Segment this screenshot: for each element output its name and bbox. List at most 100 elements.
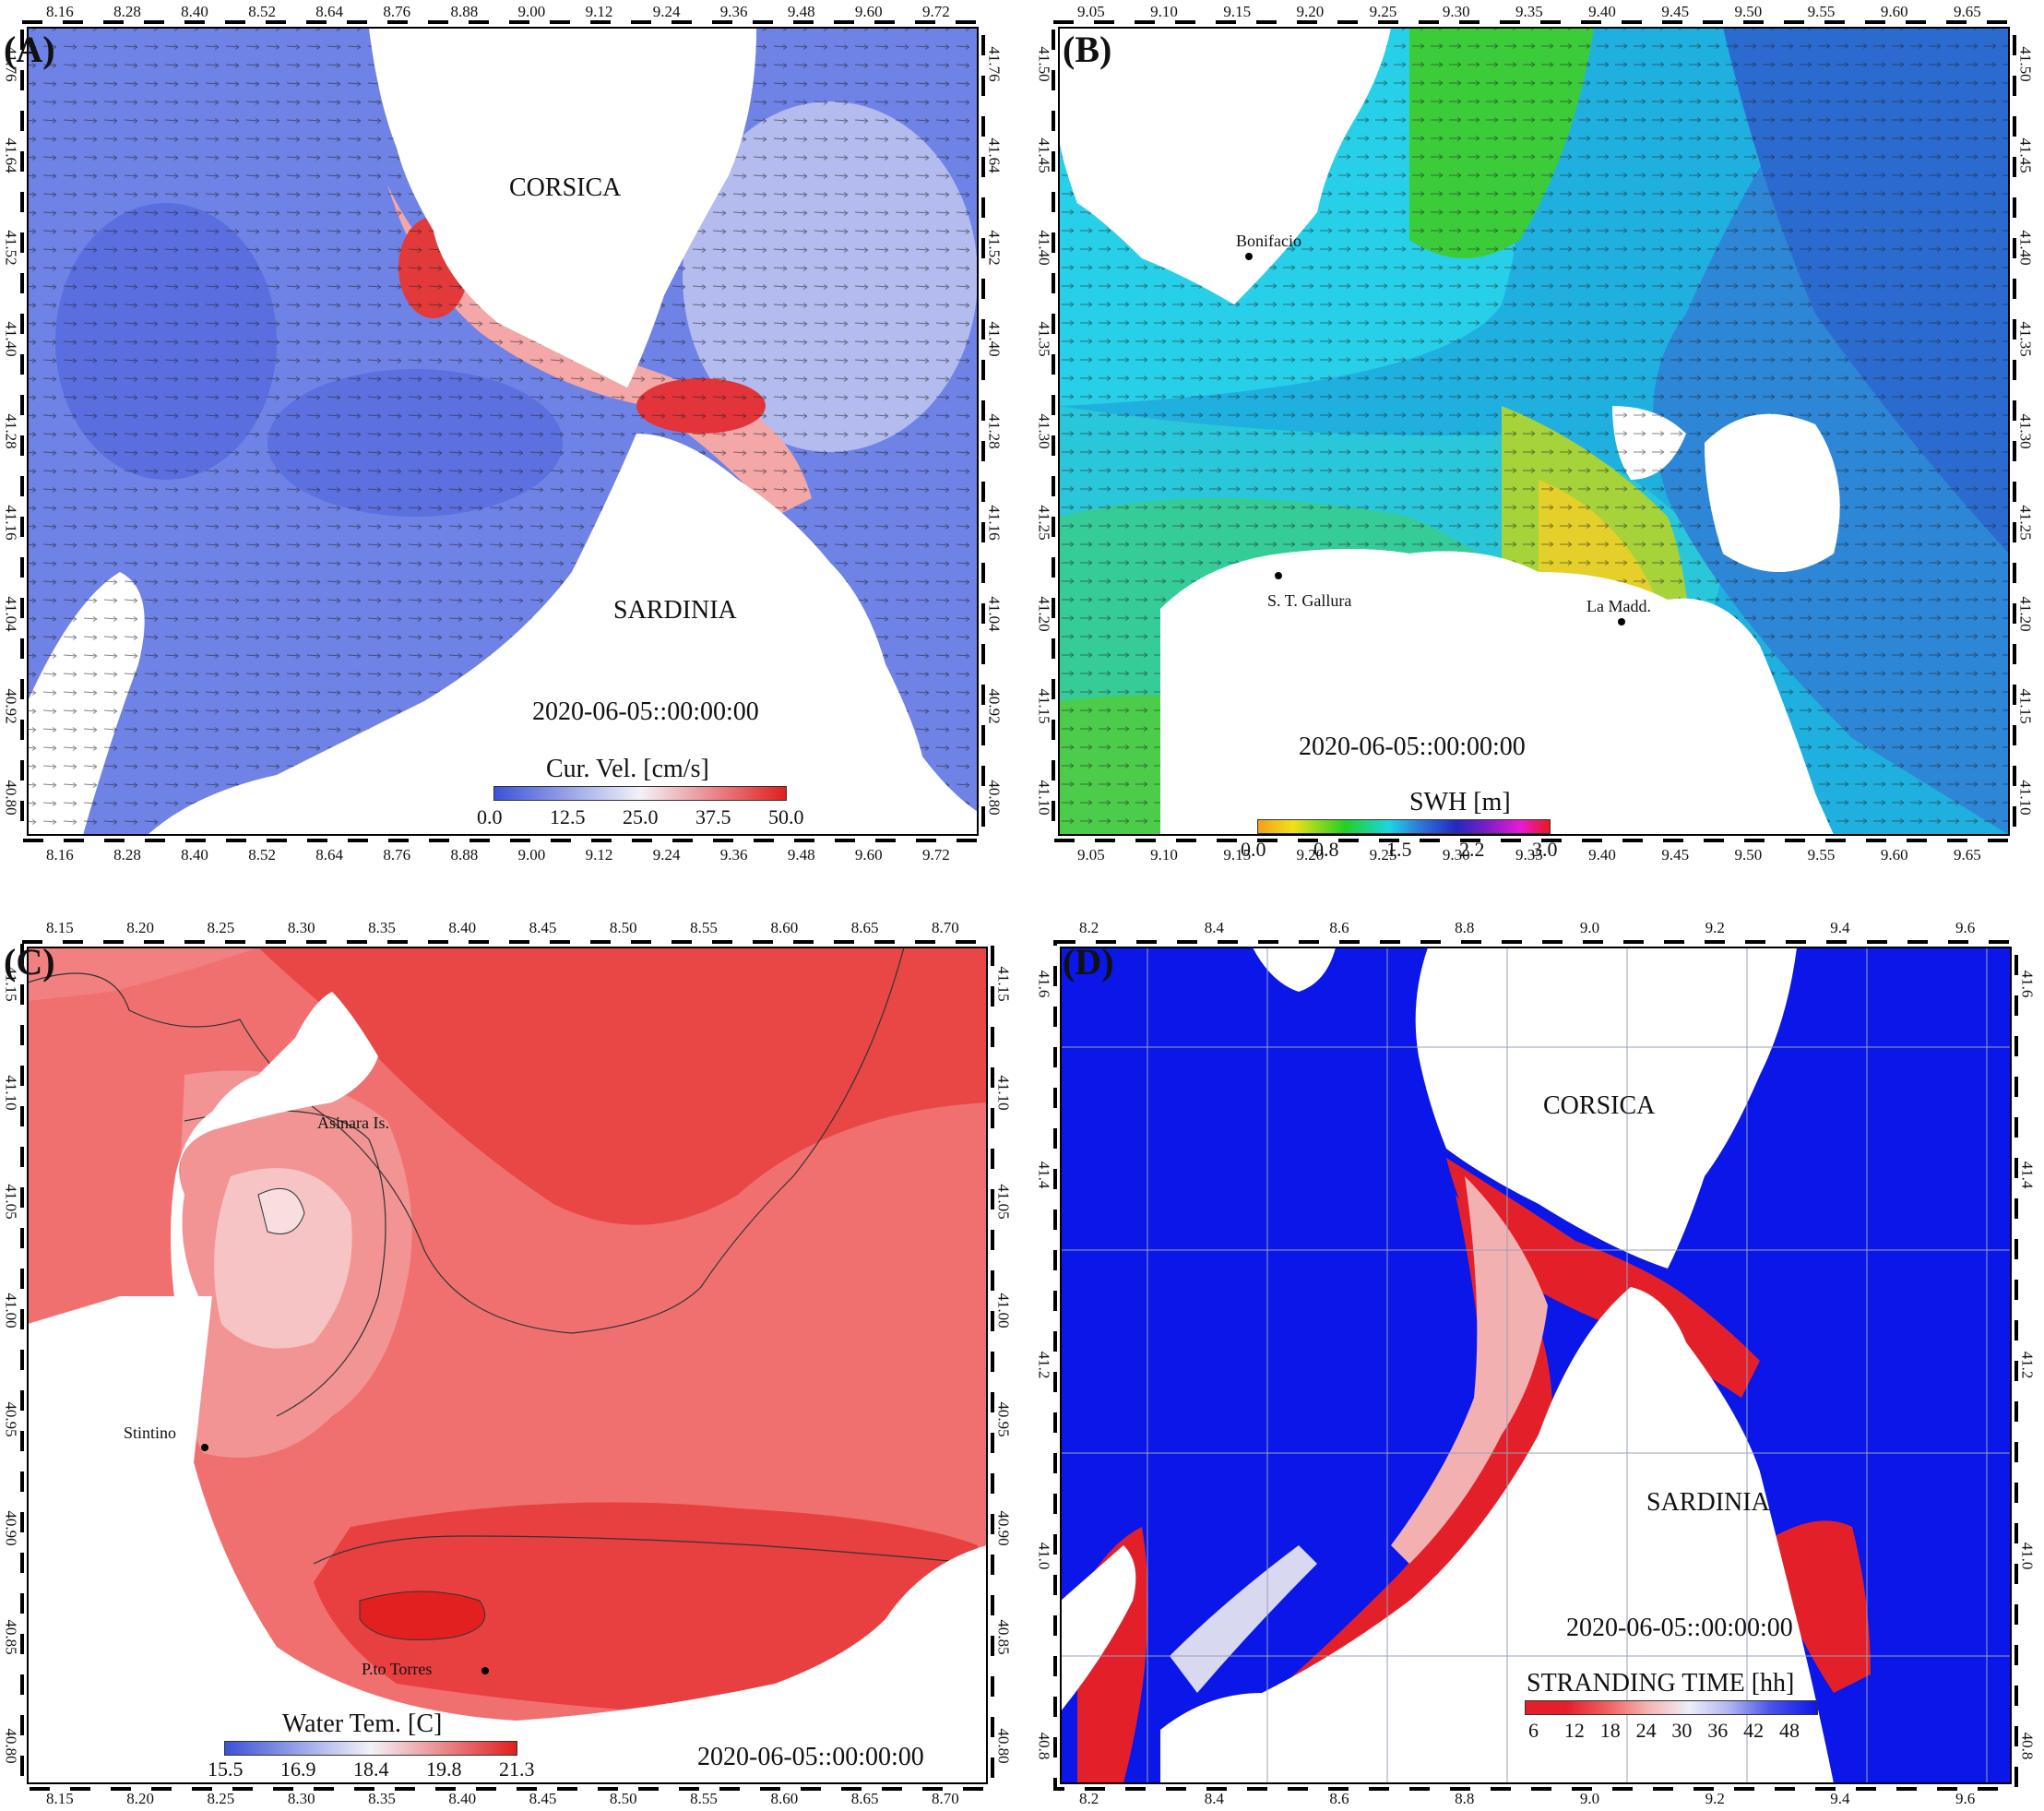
- right-tick-label: 41.4: [2018, 1161, 2037, 1188]
- colorbar-tick-label: 0.0: [477, 805, 503, 828]
- colorbar-tick-label: 15.5: [208, 1757, 244, 1781]
- top-tick-label: 8.45: [529, 919, 557, 936]
- left-tick-label: 41.64: [2, 137, 20, 173]
- left-tick-label: 41.40: [1035, 230, 1053, 266]
- top-tick-label: 8.28: [113, 3, 141, 20]
- bottom-tick-label: 8.20: [126, 1790, 155, 1807]
- colorbar: [1525, 1700, 1818, 1715]
- colorbar: [493, 786, 787, 801]
- left-tick-label: 40.8: [1035, 1732, 1053, 1760]
- colorbar-tick-label: 6: [1528, 1719, 1539, 1742]
- right-tick-label: 41.10: [2016, 780, 2035, 816]
- colorbar-tick-label: 24: [1635, 1719, 1657, 1742]
- panel-c-water-temperature: (C) 8.15 8.20 8.25 8.30 8.35 8.40 8.45 8.50 8.55…: [0, 900, 1013, 1811]
- top-tick-label: 9.15: [1223, 3, 1252, 20]
- right-tick-label: 40.90: [994, 1510, 1013, 1546]
- town-marker: [481, 1667, 489, 1674]
- bottom-tick-label: 8.88: [450, 846, 479, 864]
- left-tick-label: 41.4: [1035, 1161, 1053, 1188]
- top-tick-label: 8.76: [383, 3, 411, 20]
- left-tick-label: 40.95: [2, 1401, 20, 1437]
- left-tick-label: 41.35: [1035, 321, 1053, 357]
- date-label: 2020-06-05::00:00:00: [532, 697, 759, 726]
- bottom-tick-label: 8.65: [850, 1790, 879, 1807]
- place-label: S. T. Gallura: [1267, 591, 1352, 610]
- bottom-tick-label: 8.64: [315, 846, 344, 864]
- left-tick-label: 41.45: [1035, 137, 1053, 173]
- date-label: 2020-06-05::00:00:00: [697, 1743, 924, 1771]
- colorbar-tick-label: 0.8: [1313, 838, 1339, 861]
- top-tick-label: 8.65: [850, 919, 879, 936]
- bottom-tick-label: 8.40: [181, 846, 208, 864]
- top-tick-label: 8.70: [932, 919, 959, 936]
- colorbar-tick-label: 16.9: [280, 1757, 316, 1781]
- left-tick-label: 40.80: [2, 1728, 20, 1764]
- bottom-tick-label: 8.35: [368, 1790, 396, 1807]
- top-tick-label: 8.8: [1455, 919, 1475, 936]
- top-tick-label: 9.65: [1954, 3, 1981, 20]
- bottom-tick-label: 8.16: [46, 846, 74, 864]
- top-tick-label: 9.60: [1880, 3, 1908, 20]
- bottom-tick-label: 8.25: [207, 1790, 235, 1807]
- colorbar-tick-label: 0.0: [1241, 838, 1266, 861]
- top-tick-label: 8.6: [1329, 919, 1349, 936]
- colorbar-tick-label: 42: [1743, 1719, 1765, 1742]
- corsica-land: [1415, 947, 1797, 1269]
- bottom-tick-label: 9.00: [517, 846, 546, 864]
- left-tick-label: 41.16: [2, 505, 20, 541]
- top-tick-label: 8.40: [448, 919, 477, 936]
- top-tick-label: 8.60: [770, 919, 799, 936]
- colorbar-ticks: 0.0 0.8 1.5 2.2 3.0: [1241, 838, 1558, 862]
- top-tick-label: 8.4: [1204, 919, 1224, 936]
- panel-d-map: [1053, 940, 2018, 1791]
- bottom-tick-label: 9.25: [1369, 846, 1397, 864]
- colorbar-tick-label: 3.0: [1532, 838, 1558, 861]
- cool-water-zone: [214, 1168, 352, 1349]
- bottom-tick-label: 9.05: [1077, 846, 1105, 864]
- top-tick-label: 9.60: [854, 3, 883, 20]
- bottom-tick-label: 9.72: [922, 846, 950, 864]
- right-tick-label: 41.40: [2016, 230, 2035, 266]
- left-tick-label: 40.85: [2, 1619, 20, 1655]
- bottom-tick-label: 8.76: [383, 846, 411, 864]
- bottom-tick-label: 8.6: [1329, 1790, 1349, 1807]
- colorbar-tick-label: 19.8: [426, 1757, 462, 1781]
- right-tick-label: 41.50: [2016, 46, 2035, 82]
- colorbar-tick-label: 37.5: [695, 805, 731, 828]
- bottom-tick-label: 9.15: [1223, 846, 1252, 864]
- colorbar-title: Water Tem. [C]: [282, 1710, 443, 1738]
- colorbar-tick-label: 18: [1599, 1719, 1621, 1742]
- bottom-tick-label: 9.12: [585, 846, 613, 864]
- place-label: La Madd.: [1586, 597, 1651, 615]
- top-tick-label: 9.50: [1734, 3, 1763, 20]
- colorbar: [224, 1741, 517, 1756]
- warm-water-zone: [314, 1502, 978, 1711]
- bottom-tick-label: 9.36: [719, 846, 748, 864]
- right-tick-label: 41.35: [2016, 321, 2035, 357]
- bottom-tick-label: 9.60: [1880, 846, 1908, 864]
- top-tick-label: 9.30: [1442, 3, 1470, 20]
- top-tick-label: 8.64: [315, 3, 344, 20]
- left-tick-label: 41.40: [2, 321, 20, 357]
- panel-letter: (D): [1063, 941, 1114, 983]
- top-tick-label: 8.88: [450, 3, 479, 20]
- date-label: 2020-06-05::00:00:00: [1299, 733, 1526, 761]
- bottom-tick-label: 9.48: [787, 846, 815, 864]
- right-tick-label: 41.00: [994, 1293, 1013, 1328]
- sardinia-land: [1160, 1287, 1834, 1783]
- bottom-tick-label: 9.65: [1954, 846, 1981, 864]
- colorbar-title: Cur. Vel. [cm/s]: [546, 755, 709, 783]
- town-marker: [1618, 618, 1625, 626]
- right-tick-label: 40.80: [994, 1728, 1013, 1764]
- place-label: P.to Torres: [362, 1660, 433, 1678]
- right-tick-label: 40.80: [985, 780, 1004, 816]
- place-label: Asinara Is.: [317, 1114, 389, 1132]
- bottom-tick-label: 8.60: [770, 1790, 799, 1807]
- left-tick-label: 41.50: [1035, 46, 1053, 82]
- colorbar-ticks: 6 12 18 24 30 36 42 48: [1525, 1721, 1816, 1743]
- left-tick-label: 41.28: [2, 412, 20, 449]
- top-tick-label: 9.36: [719, 3, 748, 20]
- date-label: 2020-06-05::00:00:00: [1566, 1614, 1793, 1642]
- right-tick-label: 41.16: [985, 505, 1004, 541]
- top-tick-label: 9.00: [517, 3, 546, 20]
